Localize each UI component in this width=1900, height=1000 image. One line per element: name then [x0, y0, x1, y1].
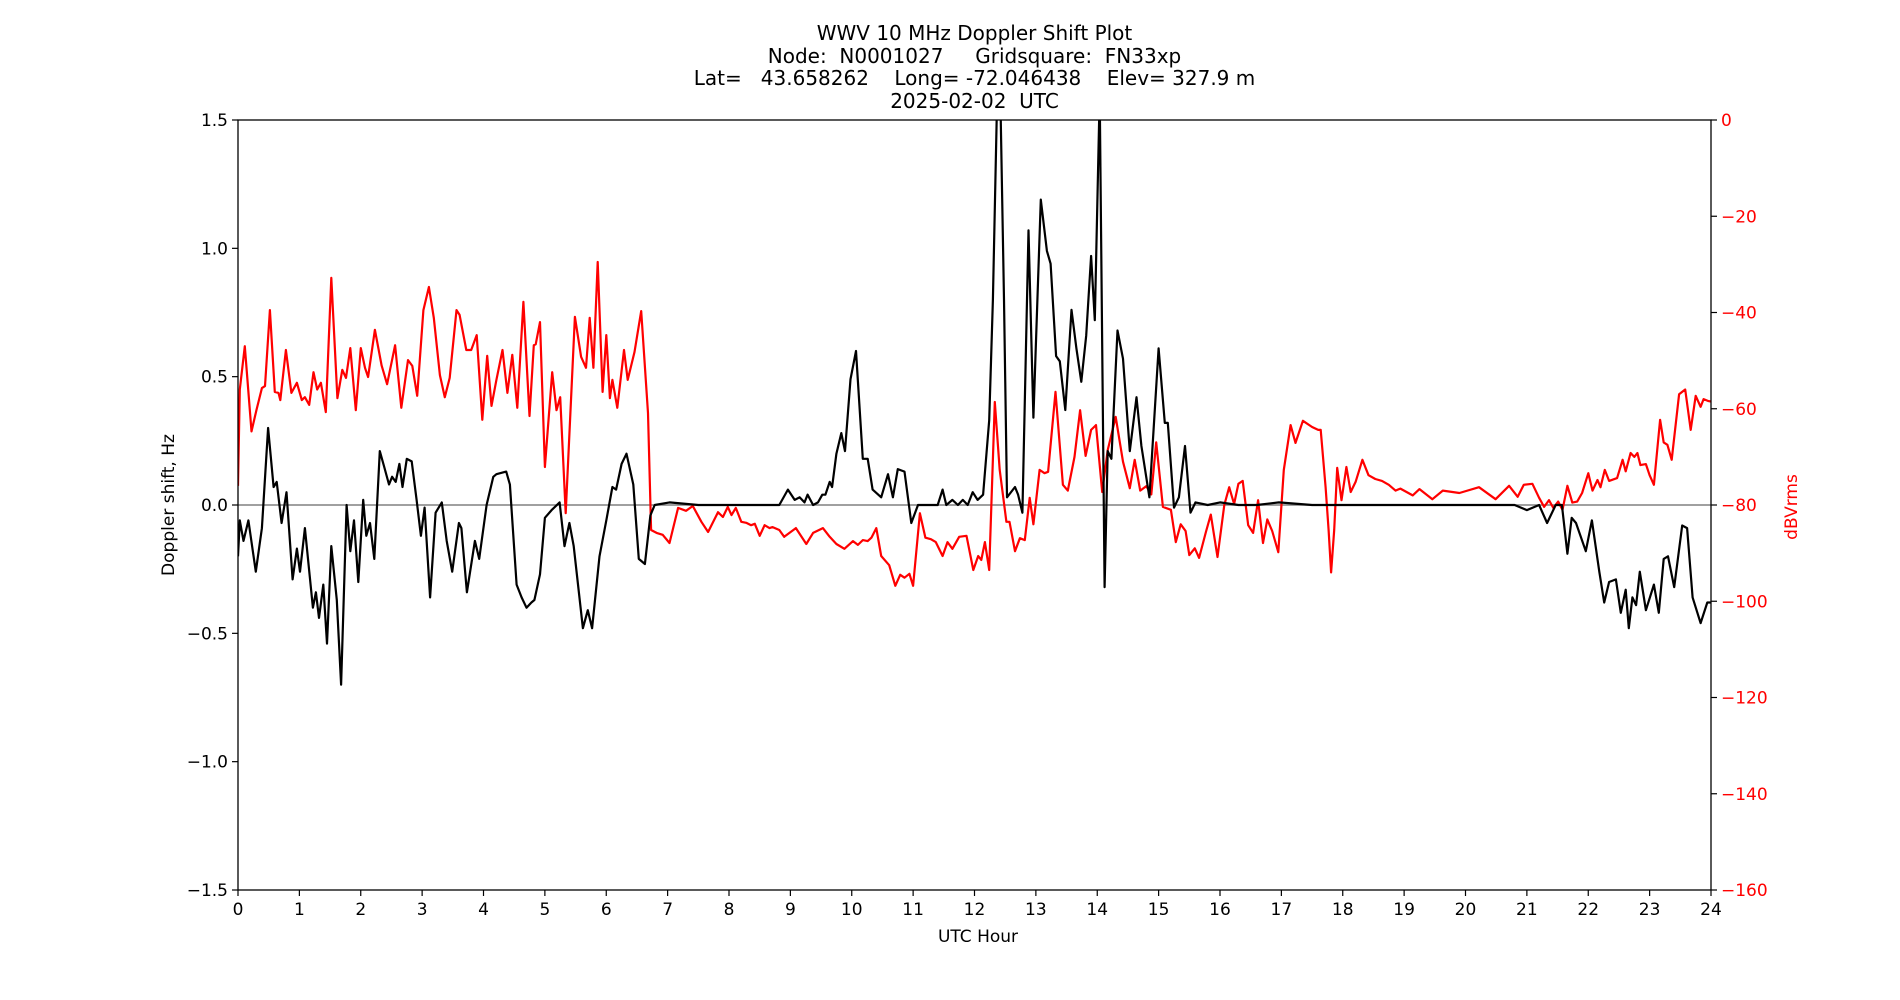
x-tick-label: 6 — [601, 900, 612, 920]
x-tick-label: 24 — [1700, 900, 1722, 920]
x-tick-label: 23 — [1639, 900, 1661, 920]
x-tick-label: 2 — [355, 900, 366, 920]
x-tick-label: 11 — [902, 900, 924, 920]
x-tick-label: 7 — [662, 900, 673, 920]
title-line-1: WWV 10 MHz Doppler Shift Plot — [816, 21, 1133, 45]
x-tick-label: 14 — [1086, 900, 1108, 920]
x-tick-label: 17 — [1271, 900, 1293, 920]
x-tick-label: 19 — [1393, 900, 1415, 920]
x-tick-label: 5 — [539, 900, 550, 920]
x-tick-label: 13 — [1025, 900, 1047, 920]
right-y-tick-label: −60 — [1721, 400, 1757, 420]
left-y-tick-label: −1.5 — [187, 881, 228, 901]
x-axis-ticks: 0 1 2 3 4 5 6 7 8 9 10 11 12 13 14 15 16 17 18 19 20 21 22 23 24 — [233, 890, 1722, 920]
x-tick-label: 4 — [478, 900, 489, 920]
title-line-3: Lat= 43.658262 Long= -72.046438 Elev= 32… — [693, 66, 1256, 90]
right-y-axis-label: dBVrms — [1782, 474, 1802, 540]
x-tick-label: 12 — [964, 900, 986, 920]
right-y-tick-label: −100 — [1721, 592, 1768, 612]
right-y-tick-label: −20 — [1721, 207, 1757, 227]
x-tick-label: 0 — [233, 900, 244, 920]
x-tick-label: 9 — [785, 900, 796, 920]
left-y-tick-label: 0.5 — [201, 368, 228, 388]
x-tick-label: 22 — [1577, 900, 1599, 920]
title-line-2: Node: N0001027 Gridsquare: FN33xp — [767, 43, 1182, 68]
right-y-tick-label: 0 — [1721, 111, 1732, 131]
x-tick-label: 16 — [1209, 900, 1231, 920]
x-tick-label: 1 — [294, 900, 305, 920]
right-y-tick-label: −40 — [1721, 304, 1757, 324]
x-tick-label: 20 — [1455, 900, 1477, 920]
right-y-tick-label: −80 — [1721, 496, 1757, 516]
left-y-tick-label: 1.5 — [201, 111, 228, 131]
right-y-tick-label: −120 — [1721, 689, 1768, 709]
x-axis-label: UTC Hour — [938, 927, 1018, 947]
left-y-axis-ticks: 1.5 1.0 0.5 0.0 −0.5 −1.0 −1.5 — [187, 111, 238, 901]
x-tick-label: 8 — [724, 900, 735, 920]
left-y-tick-label: 0.0 — [201, 496, 228, 516]
left-y-tick-label: −0.5 — [187, 624, 228, 644]
doppler-shift-series — [238, 120, 1711, 686]
left-y-tick-label: −1.0 — [187, 753, 228, 773]
right-y-tick-label: −140 — [1721, 785, 1768, 805]
right-y-axis-ticks: 0 −20 −40 −60 −80 −100 −120 −140 −160 — [1711, 111, 1768, 901]
x-tick-label: 15 — [1148, 900, 1170, 920]
x-tick-label: 10 — [841, 900, 863, 920]
signal-level-series — [238, 260, 1711, 587]
left-y-tick-label: 1.0 — [201, 239, 228, 259]
left-y-axis-label: Doppler shift, Hz — [159, 434, 179, 576]
x-tick-label: 18 — [1332, 900, 1354, 920]
right-y-tick-label: −160 — [1721, 881, 1768, 901]
x-tick-label: 21 — [1516, 900, 1538, 920]
x-tick-label: 3 — [417, 900, 428, 920]
chart-title: WWV 10 MHz Doppler Shift Plot Node: N000… — [238, 22, 1711, 112]
title-line-4: 2025-02-02 UTC — [890, 88, 1059, 113]
